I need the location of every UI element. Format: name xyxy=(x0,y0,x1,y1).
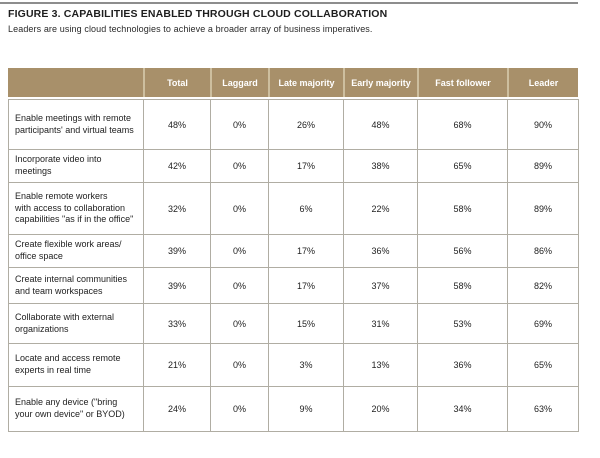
figure-title: FIGURE 3. CAPABILITIES ENABLED THROUGH C… xyxy=(8,8,388,20)
value-cell: 0% xyxy=(210,386,269,432)
value-cell: 56% xyxy=(417,234,508,268)
row-label: Enable remote workers with access to col… xyxy=(8,182,144,235)
column-header-fast-follower: Fast follower xyxy=(417,68,507,97)
column-header-blank xyxy=(8,68,143,97)
row-label: Incorporate video into meetings xyxy=(8,149,144,183)
value-cell: 42% xyxy=(143,149,211,183)
row-label: Collaborate with external organizations xyxy=(8,303,144,344)
value-cell: 68% xyxy=(417,99,508,150)
table-row: Incorporate video into meetings 42% 0% 17% 3… xyxy=(8,149,579,183)
value-cell: 21% xyxy=(143,343,211,387)
value-cell: 0% xyxy=(210,182,269,235)
figure-subtitle: Leaders are using cloud technologies to … xyxy=(8,24,373,34)
row-label: Locate and access remote experts in real… xyxy=(8,343,144,387)
table-row: Collaborate with external organizations 3… xyxy=(8,303,579,344)
value-cell: 65% xyxy=(507,343,579,387)
value-cell: 90% xyxy=(507,99,579,150)
table-body: Enable meetings with remote participants… xyxy=(8,99,579,432)
table-grid: Enable meetings with remote participants… xyxy=(8,99,579,432)
value-cell: 36% xyxy=(343,234,418,268)
column-header-leader: Leader xyxy=(507,68,578,97)
value-cell: 38% xyxy=(343,149,418,183)
value-cell: 53% xyxy=(417,303,508,344)
value-cell: 26% xyxy=(268,99,344,150)
value-cell: 37% xyxy=(343,267,418,304)
value-cell: 39% xyxy=(143,267,211,304)
row-label: Enable meetings with remote participants… xyxy=(8,99,144,150)
column-header-late-majority: Late majority xyxy=(268,68,343,97)
value-cell: 69% xyxy=(507,303,579,344)
table-row: Create flexible work areas/ office space… xyxy=(8,234,579,268)
value-cell: 65% xyxy=(417,149,508,183)
value-cell: 17% xyxy=(268,267,344,304)
value-cell: 3% xyxy=(268,343,344,387)
table-header: Total Laggard Late majority Early majori… xyxy=(8,68,578,97)
table-row: Enable any device ("bring your own devic… xyxy=(8,386,579,432)
value-cell: 15% xyxy=(268,303,344,344)
table-row: Locate and access remote experts in real… xyxy=(8,343,579,387)
capabilities-table: Total Laggard Late majority Early majori… xyxy=(8,68,579,432)
value-cell: 24% xyxy=(143,386,211,432)
row-label: Create internal communities and team wor… xyxy=(8,267,144,304)
value-cell: 17% xyxy=(268,149,344,183)
value-cell: 0% xyxy=(210,234,269,268)
value-cell: 89% xyxy=(507,182,579,235)
value-cell: 36% xyxy=(417,343,508,387)
value-cell: 0% xyxy=(210,149,269,183)
value-cell: 6% xyxy=(268,182,344,235)
top-rule xyxy=(0,2,578,4)
value-cell: 48% xyxy=(143,99,211,150)
value-cell: 89% xyxy=(507,149,579,183)
value-cell: 31% xyxy=(343,303,418,344)
table-header-row: Total Laggard Late majority Early majori… xyxy=(8,68,578,97)
value-cell: 22% xyxy=(343,182,418,235)
value-cell: 0% xyxy=(210,99,269,150)
value-cell: 48% xyxy=(343,99,418,150)
value-cell: 58% xyxy=(417,182,508,235)
value-cell: 86% xyxy=(507,234,579,268)
value-cell: 63% xyxy=(507,386,579,432)
column-header-laggard: Laggard xyxy=(210,68,268,97)
value-cell: 32% xyxy=(143,182,211,235)
value-cell: 0% xyxy=(210,303,269,344)
value-cell: 20% xyxy=(343,386,418,432)
table-row: Enable meetings with remote participants… xyxy=(8,99,579,150)
value-cell: 17% xyxy=(268,234,344,268)
value-cell: 58% xyxy=(417,267,508,304)
value-cell: 33% xyxy=(143,303,211,344)
value-cell: 9% xyxy=(268,386,344,432)
table-row: Enable remote workers with access to col… xyxy=(8,182,579,235)
value-cell: 39% xyxy=(143,234,211,268)
value-cell: 0% xyxy=(210,343,269,387)
column-header-total: Total xyxy=(143,68,210,97)
row-label: Create flexible work areas/ office space xyxy=(8,234,144,268)
value-cell: 34% xyxy=(417,386,508,432)
table-row: Create internal communities and team wor… xyxy=(8,267,579,304)
row-label: Enable any device ("bring your own devic… xyxy=(8,386,144,432)
value-cell: 13% xyxy=(343,343,418,387)
value-cell: 82% xyxy=(507,267,579,304)
column-header-early-majority: Early majority xyxy=(343,68,417,97)
value-cell: 0% xyxy=(210,267,269,304)
